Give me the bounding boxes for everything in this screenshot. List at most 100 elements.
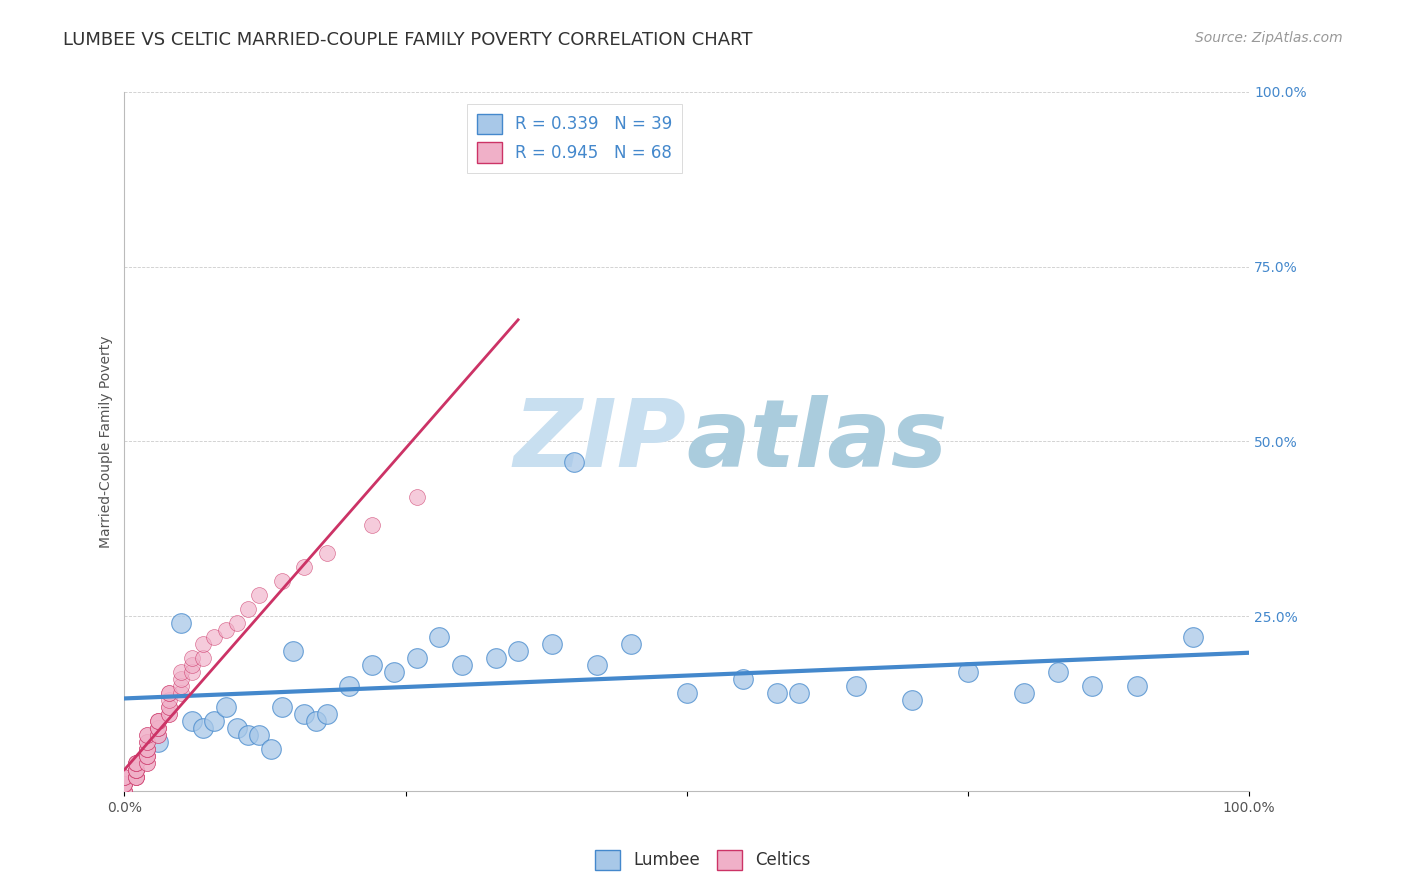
Point bbox=[125, 756, 148, 770]
Point bbox=[170, 679, 193, 693]
Point bbox=[136, 748, 159, 763]
Point bbox=[125, 756, 148, 770]
Point bbox=[787, 686, 810, 700]
Point bbox=[114, 784, 136, 798]
Point bbox=[136, 735, 159, 749]
Point bbox=[181, 665, 204, 679]
Text: ZIP: ZIP bbox=[515, 395, 686, 487]
Point bbox=[305, 714, 328, 728]
Y-axis label: Married-Couple Family Poverty: Married-Couple Family Poverty bbox=[100, 335, 114, 548]
Point bbox=[406, 651, 429, 665]
Point bbox=[159, 706, 181, 721]
Point bbox=[226, 616, 249, 631]
Point bbox=[339, 679, 361, 693]
Point bbox=[1080, 679, 1102, 693]
Point bbox=[181, 651, 204, 665]
Point bbox=[675, 686, 697, 700]
Point bbox=[125, 770, 148, 784]
Point bbox=[562, 455, 585, 469]
Point bbox=[193, 637, 215, 651]
Point bbox=[215, 700, 238, 714]
Point bbox=[114, 770, 136, 784]
Point bbox=[406, 490, 429, 504]
Point bbox=[170, 672, 193, 686]
Point bbox=[148, 714, 170, 728]
Point bbox=[159, 686, 181, 700]
Point bbox=[731, 672, 754, 686]
Point bbox=[294, 560, 316, 574]
Point bbox=[114, 770, 136, 784]
Point bbox=[114, 770, 136, 784]
Point bbox=[125, 756, 148, 770]
Point bbox=[136, 742, 159, 756]
Point bbox=[844, 679, 866, 693]
Point bbox=[429, 630, 451, 644]
Point bbox=[193, 721, 215, 735]
Point bbox=[125, 770, 148, 784]
Point bbox=[900, 693, 922, 707]
Legend: R = 0.339   N = 39, R = 0.945   N = 68: R = 0.339 N = 39, R = 0.945 N = 68 bbox=[467, 103, 682, 173]
Point bbox=[148, 728, 170, 742]
Point bbox=[159, 706, 181, 721]
Point bbox=[170, 665, 193, 679]
Point bbox=[159, 686, 181, 700]
Point bbox=[260, 742, 283, 756]
Text: atlas: atlas bbox=[686, 395, 948, 487]
Text: Source: ZipAtlas.com: Source: ZipAtlas.com bbox=[1195, 31, 1343, 45]
Point bbox=[125, 763, 148, 777]
Point bbox=[585, 658, 607, 673]
Point bbox=[114, 777, 136, 791]
Point bbox=[159, 693, 181, 707]
Point bbox=[136, 735, 159, 749]
Point bbox=[271, 574, 294, 589]
Point bbox=[506, 644, 529, 658]
Point bbox=[1125, 679, 1147, 693]
Point bbox=[1181, 630, 1204, 644]
Point bbox=[148, 728, 170, 742]
Point bbox=[193, 651, 215, 665]
Point bbox=[485, 651, 508, 665]
Point bbox=[136, 748, 159, 763]
Point bbox=[765, 686, 787, 700]
Point bbox=[249, 728, 271, 742]
Point bbox=[1046, 665, 1069, 679]
Point bbox=[114, 777, 136, 791]
Point bbox=[125, 770, 148, 784]
Point bbox=[125, 763, 148, 777]
Point bbox=[384, 665, 406, 679]
Point bbox=[181, 714, 204, 728]
Point bbox=[136, 748, 159, 763]
Point bbox=[283, 644, 305, 658]
Point bbox=[148, 721, 170, 735]
Point bbox=[226, 721, 249, 735]
Legend: Lumbee, Celtics: Lumbee, Celtics bbox=[589, 843, 817, 877]
Point bbox=[238, 602, 260, 616]
Point bbox=[114, 777, 136, 791]
Point bbox=[148, 721, 170, 735]
Point bbox=[125, 763, 148, 777]
Point bbox=[148, 714, 170, 728]
Point bbox=[114, 784, 136, 798]
Point bbox=[148, 714, 170, 728]
Point bbox=[361, 518, 384, 533]
Point bbox=[316, 706, 339, 721]
Point bbox=[159, 700, 181, 714]
Point bbox=[170, 616, 193, 631]
Point bbox=[361, 658, 384, 673]
Point bbox=[125, 763, 148, 777]
Point bbox=[619, 637, 641, 651]
Point bbox=[136, 756, 159, 770]
Point bbox=[1012, 686, 1035, 700]
Point bbox=[136, 742, 159, 756]
Point bbox=[540, 637, 562, 651]
Point bbox=[181, 658, 204, 673]
Point bbox=[215, 623, 238, 637]
Point bbox=[204, 630, 226, 644]
Point bbox=[238, 728, 260, 742]
Point bbox=[148, 735, 170, 749]
Point bbox=[114, 777, 136, 791]
Point bbox=[249, 588, 271, 602]
Point bbox=[125, 756, 148, 770]
Point bbox=[956, 665, 979, 679]
Point bbox=[316, 546, 339, 560]
